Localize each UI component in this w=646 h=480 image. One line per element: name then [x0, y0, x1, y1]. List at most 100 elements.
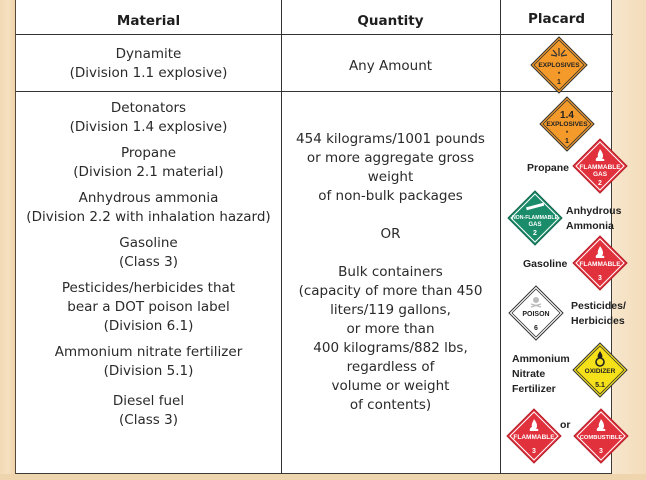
column-divider-2: [500, 0, 501, 474]
flammable-placard-diesel: FLAMMABLE 3: [506, 408, 562, 464]
quantity-line: weight: [367, 169, 414, 185]
svg-text:EXPLOSIVES: EXPLOSIVES: [538, 62, 580, 69]
flammable-gas-placard: FLAMMABLE GAS 2: [572, 138, 628, 194]
flame-icon: [595, 149, 605, 161]
material-gasoline: Gasoline (Class 3): [16, 234, 281, 272]
explosives-1-4-placard: 1.4 EXPLOSIVES * 1: [539, 96, 595, 152]
svg-text:3: 3: [532, 448, 536, 455]
svg-text:NON-FLAMMABLE: NON-FLAMMABLE: [512, 215, 559, 221]
or-label: or: [560, 419, 571, 431]
label-line: Ammonia: [566, 220, 614, 232]
material-name: Detonators: [110, 100, 187, 116]
svg-text:*: *: [566, 131, 569, 137]
material-division: (Division 5.1): [103, 363, 194, 379]
quantity-line: or more than: [346, 321, 435, 337]
material-detonators: Detonators (Division 1.4 explosive): [16, 99, 281, 137]
explosives-1-1-placard: EXPLOSIVES * 1: [530, 36, 588, 94]
material-division: (Division 6.1): [103, 318, 194, 334]
header-material: Material: [116, 13, 181, 29]
placard-label-anhydrous-ammonia: Anhydrous Ammonia: [566, 204, 621, 234]
material-division: (Division 1.1 explosive): [69, 65, 228, 81]
quantity-line: liters/119 gallons,: [330, 302, 451, 318]
quantity-line: of non-bulk packages: [318, 188, 463, 204]
svg-text:POISON: POISON: [522, 311, 549, 318]
oxidizer-placard: OXIDIZER 5.1: [572, 342, 628, 398]
header-quantity: Quantity: [357, 13, 424, 29]
skull-crossbones-icon: [530, 297, 542, 308]
placard-label-gasoline: Gasoline: [523, 258, 568, 270]
material-name: Diesel fuel: [112, 393, 185, 409]
svg-text:OXIDIZER: OXIDIZER: [585, 368, 616, 375]
row2-quantity: 454 kilograms/1001 pounds or more aggreg…: [281, 130, 500, 415]
label-line: Anhydrous: [566, 205, 622, 217]
svg-text:EXPLOSIVES: EXPLOSIVES: [546, 121, 588, 128]
quantity-line: (capacity of more than 450: [298, 283, 483, 299]
svg-text:*: *: [558, 72, 561, 78]
svg-text:GAS: GAS: [593, 171, 608, 178]
label-line: Nitrate: [512, 368, 546, 380]
svg-text:6: 6: [534, 325, 538, 332]
flame-over-circle-icon: [595, 351, 605, 367]
page-margin-right: [612, 0, 646, 480]
svg-text:FLAMMABLE: FLAMMABLE: [513, 434, 555, 441]
svg-text:3: 3: [599, 448, 603, 455]
gas-cylinder-icon: [526, 202, 545, 211]
material-division: (Division 2.1 material): [73, 164, 224, 180]
quantity-line: 400 kilograms/882 lbs,: [313, 340, 468, 356]
material-name: Dynamite: [115, 46, 182, 62]
svg-text:5.1: 5.1: [595, 382, 605, 389]
placard-label-propane: Propane: [527, 162, 570, 174]
material-division: (Class 3): [119, 254, 178, 270]
poison-placard: POISON 6: [508, 285, 564, 341]
material-pesticides: Pesticides/herbicides that bear a DOT po…: [16, 279, 281, 336]
placard-label-ammonium-nitrate: Ammonium Nitrate Fertilizer: [512, 352, 570, 397]
material-name: Anhydrous ammonia: [78, 190, 219, 206]
material-name: Pesticides/herbicides that: [61, 280, 236, 296]
label-line: Herbicides: [571, 315, 625, 327]
flame-icon: [529, 419, 539, 431]
svg-text:GAS: GAS: [528, 222, 541, 228]
quantity-line: volume or weight: [331, 378, 450, 394]
svg-text:1: 1: [565, 138, 569, 145]
material-division: (Division 1.4 explosive): [69, 119, 228, 135]
svg-text:3: 3: [598, 275, 602, 282]
flame-icon: [595, 246, 605, 258]
svg-text:1: 1: [557, 79, 561, 86]
svg-text:2: 2: [533, 230, 537, 237]
explosion-icon: [550, 48, 568, 57]
material-name-cont: bear a DOT poison label: [67, 299, 230, 315]
material-division: (Class 3): [119, 412, 178, 428]
material-diesel-fuel: Diesel fuel (Class 3): [16, 392, 281, 430]
quantity-line: of contents): [349, 397, 432, 413]
material-ammonium-nitrate: Ammonium nitrate fertilizer (Division 5.…: [16, 343, 281, 381]
placard-label-pesticides: Pesticides/ Herbicides: [571, 299, 626, 329]
material-division: (Division 2.2 with inhalation hazard): [26, 209, 271, 225]
svg-text:FLAMMABLE: FLAMMABLE: [579, 164, 621, 171]
label-line: Pesticides/: [571, 300, 626, 312]
quantity-or: OR: [380, 226, 401, 242]
quantity-line: or more aggregate gross: [306, 150, 475, 166]
svg-text:2: 2: [598, 180, 602, 187]
page-margin-bottom: [0, 474, 646, 480]
placard-requirements-table: Material Quantity Placard Dynamite (Divi…: [15, 0, 629, 474]
quantity-line: Bulk containers: [338, 264, 443, 280]
non-flammable-gas-placard: NON-FLAMMABLE GAS 2: [507, 190, 563, 246]
row2-materials: Detonators (Division 1.4 explosive) Prop…: [16, 99, 281, 437]
svg-text:COMBUSTIBLE: COMBUSTIBLE: [580, 435, 623, 441]
combustible-placard: COMBUSTIBLE 3: [573, 408, 629, 464]
column-divider-1: [281, 0, 282, 474]
flame-icon: [596, 419, 606, 431]
label-line: Fertilizer: [512, 383, 556, 395]
quantity-line: regardless of: [346, 359, 435, 375]
material-propane: Propane (Division 2.1 material): [16, 144, 281, 182]
row1-quantity: Any Amount: [348, 58, 433, 74]
svg-text:FLAMMABLE: FLAMMABLE: [579, 261, 621, 268]
row1-material: Dynamite (Division 1.1 explosive): [16, 45, 281, 83]
header-divider: [16, 34, 500, 35]
material-anhydrous-ammonia: Anhydrous ammonia (Division 2.2 with inh…: [16, 189, 281, 227]
header-placard: Placard: [527, 11, 586, 27]
quantity-line: 454 kilograms/1001 pounds: [296, 131, 485, 147]
svg-text:1.4: 1.4: [560, 110, 574, 121]
material-name: Gasoline: [119, 235, 178, 251]
material-name: Ammonium nitrate fertilizer: [54, 344, 243, 360]
